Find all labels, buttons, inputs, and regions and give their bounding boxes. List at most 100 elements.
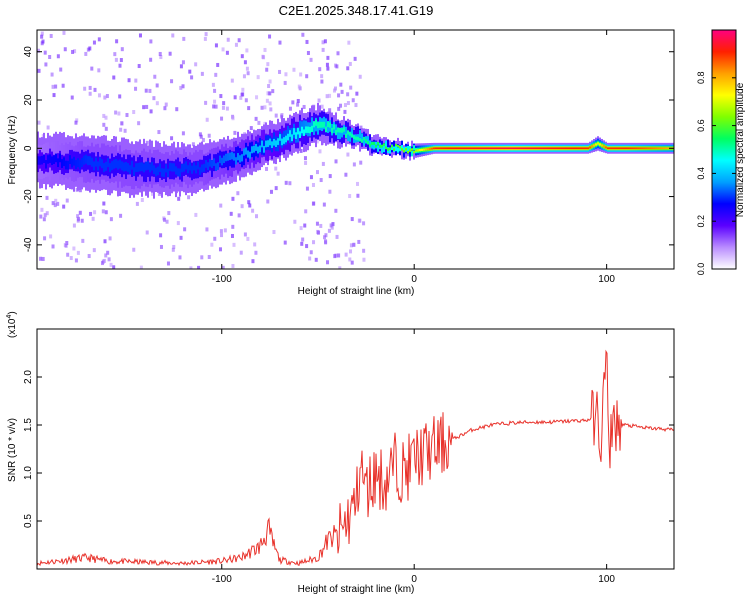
spectrogram-cell (329, 122, 331, 128)
spectrogram-speckle (221, 265, 225, 269)
spectrogram-speckle (297, 84, 301, 89)
spectrogram-speckle (229, 211, 233, 216)
spectrogram-speckle (83, 86, 87, 91)
spectrogram-x-label: Height of straight line (km) (298, 286, 415, 297)
spectrogram-cell (509, 147, 511, 150)
spectrogram-speckle (40, 207, 44, 212)
spectrogram-speckle (249, 126, 253, 131)
spectrogram-cell (471, 147, 473, 150)
spectrogram-speckle (352, 242, 356, 247)
spectrogram-speckle (239, 95, 243, 100)
spectrogram-speckle (319, 223, 323, 228)
spectrogram-cell (537, 147, 539, 150)
spectrogram-cell (415, 149, 417, 152)
spectrogram-cell (339, 128, 341, 140)
spectrogram-speckle (114, 57, 118, 62)
spectrogram-cell (73, 156, 75, 166)
spectrogram-speckle (106, 250, 110, 255)
spectrogram-speckle (223, 228, 227, 233)
spectrogram-speckle (239, 250, 243, 255)
spectrogram-cell (465, 147, 467, 150)
spectrogram-cell (305, 126, 307, 133)
spectrogram-speckle (157, 130, 161, 135)
spectrogram-speckle (315, 139, 319, 144)
spectrogram-cell (233, 153, 235, 161)
spectrogram-cell (307, 126, 309, 133)
spectrogram-cell (593, 144, 595, 147)
spectrogram-cell (435, 147, 437, 150)
spectrogram-speckle (260, 105, 264, 110)
spectrogram-cell (643, 147, 645, 150)
spectrogram-speckle (343, 103, 347, 108)
spectrogram-speckle (309, 250, 313, 255)
spectrogram-cell (297, 127, 299, 135)
spectrogram-cell (309, 126, 311, 134)
spectrogram-speckle (125, 113, 129, 118)
spectrogram-cell (155, 167, 157, 177)
spectrogram-cell (627, 147, 629, 150)
spectrogram-speckle (203, 36, 207, 41)
spectrogram-speckle (237, 38, 241, 43)
spectrogram-cell (163, 168, 165, 178)
spectrogram-cell (97, 161, 99, 171)
spectrogram-cell (315, 119, 317, 126)
spectrogram-speckle (288, 106, 292, 111)
spectrogram-speckle (328, 93, 332, 98)
spectrogram-speckle (134, 78, 138, 83)
spectrogram-cell (311, 117, 313, 132)
spectrogram-cell (503, 147, 505, 150)
spectrogram-cell (397, 144, 399, 148)
spectrogram-cell (363, 138, 365, 146)
spectrogram-speckle (127, 78, 131, 83)
spectrogram-cell (287, 125, 289, 141)
spectrogram-speckle (149, 57, 153, 62)
spectrogram-speckle (63, 47, 67, 52)
spectrogram-cell (507, 147, 509, 150)
spectrogram-cell (359, 130, 361, 138)
spectrogram-cell (43, 154, 45, 174)
spectrogram-speckle (40, 34, 44, 39)
spectrogram-cell (129, 154, 131, 175)
spectrogram-cell (569, 147, 571, 150)
spectrogram-cell (391, 144, 393, 148)
spectrogram-speckle (177, 196, 181, 201)
spectrogram-speckle (251, 259, 255, 264)
spectrogram-cell (367, 141, 369, 145)
spectrogram-cell (395, 145, 397, 152)
spectrogram-speckle (46, 125, 50, 130)
spectrogram-cell (347, 131, 349, 142)
spectrogram-speckle (322, 202, 326, 207)
spectrogram-speckle (336, 51, 340, 56)
spectrogram-cell (79, 160, 81, 170)
spectrogram-speckle (321, 161, 325, 166)
spectrogram-cell (449, 147, 451, 150)
spectrogram-speckle (118, 63, 122, 68)
spectrogram-cell (325, 118, 327, 131)
spectrogram-cell (211, 159, 213, 177)
spectrogram-cell (427, 148, 429, 151)
spectrogram-cell (591, 145, 593, 148)
spectrogram-speckle (347, 40, 351, 45)
spectrogram-cell (491, 147, 493, 150)
spectrogram-cell (529, 147, 531, 150)
spectrogram-speckle (45, 195, 49, 200)
spectrogram-cell (621, 147, 623, 150)
spectrogram-speckle (117, 111, 121, 116)
spectrogram-cell (303, 120, 305, 135)
spectrogram-cell (65, 160, 67, 170)
spectrogram-speckle (278, 69, 282, 74)
spectrogram-speckle (112, 75, 116, 80)
spectrogram-cell (275, 140, 277, 148)
spectrogram-speckle (356, 193, 360, 198)
spectrogram-cell (217, 152, 219, 170)
spectrogram-speckle (237, 213, 241, 218)
spectrogram-speckle (321, 40, 325, 45)
spectrogram-cell (189, 162, 191, 171)
spectrogram-speckle (359, 160, 363, 165)
colorbar: 0.0 0.2 0.4 0.6 0.8 Normalized spectral ampl… (696, 29, 746, 275)
spectrogram-cell (145, 162, 147, 183)
spectrogram-cell (221, 157, 223, 166)
spectrogram-speckle (135, 201, 139, 206)
colorbar-tick-label: 0.8 (696, 72, 706, 85)
spectrogram-cell (173, 163, 175, 172)
